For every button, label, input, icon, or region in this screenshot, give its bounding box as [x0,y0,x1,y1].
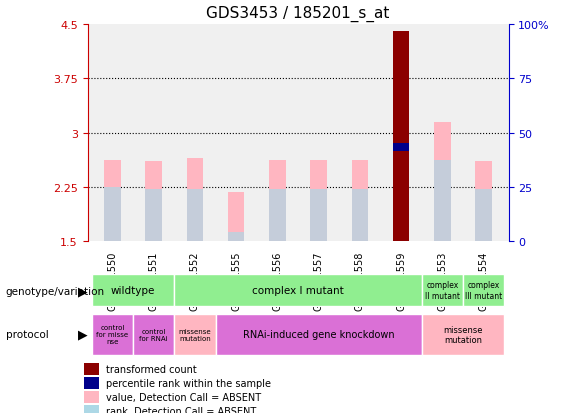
Title: GDS3453 / 185201_s_at: GDS3453 / 185201_s_at [206,6,390,22]
Bar [434,122,451,242]
Text: RNAi-induced gene knockdown: RNAi-induced gene knockdown [243,330,394,339]
Bar [186,190,203,242]
Bar [84,391,98,403]
FancyBboxPatch shape [422,274,463,306]
FancyBboxPatch shape [422,314,505,355]
Text: complex
II mutant: complex II mutant [425,280,460,300]
Bar [393,162,410,242]
Bar [476,190,492,242]
Bar [393,144,410,151]
Text: genotype/variation: genotype/variation [6,286,105,296]
FancyBboxPatch shape [92,274,174,306]
Bar [393,146,410,242]
Text: protocol: protocol [6,330,49,339]
Text: transformed count: transformed count [106,364,197,374]
Bar [104,161,120,242]
FancyBboxPatch shape [463,274,505,306]
Text: rank, Detection Call = ABSENT: rank, Detection Call = ABSENT [106,406,256,413]
Bar [269,190,286,242]
Bar [351,161,368,242]
Bar [84,363,98,375]
Bar [310,161,327,242]
Text: control
for RNAi: control for RNAi [140,328,168,341]
FancyBboxPatch shape [215,314,422,355]
FancyBboxPatch shape [92,314,133,355]
Bar [145,162,162,242]
Text: ▶: ▶ [78,328,88,341]
Bar [310,190,327,242]
Bar [476,162,492,242]
Text: value, Detection Call = ABSENT: value, Detection Call = ABSENT [106,392,261,402]
FancyBboxPatch shape [174,274,422,306]
Bar [104,188,120,242]
Bar [228,233,245,242]
FancyBboxPatch shape [174,314,215,355]
Bar [269,161,286,242]
Bar [434,161,451,242]
Text: missense
mutation: missense mutation [444,325,483,344]
Text: control
for misse
nse: control for misse nse [96,325,128,344]
Bar [186,159,203,242]
Text: percentile rank within the sample: percentile rank within the sample [106,378,271,388]
FancyBboxPatch shape [133,314,174,355]
Text: complex
III mutant: complex III mutant [465,280,502,300]
Bar [84,405,98,413]
Bar [228,192,245,242]
Bar [84,377,98,389]
Text: wildtype: wildtype [111,285,155,295]
Text: complex I mutant: complex I mutant [252,285,344,295]
Text: missense
mutation: missense mutation [179,328,211,341]
Text: ▶: ▶ [78,285,88,298]
Bar [145,190,162,242]
Bar [393,32,410,242]
Bar [351,190,368,242]
